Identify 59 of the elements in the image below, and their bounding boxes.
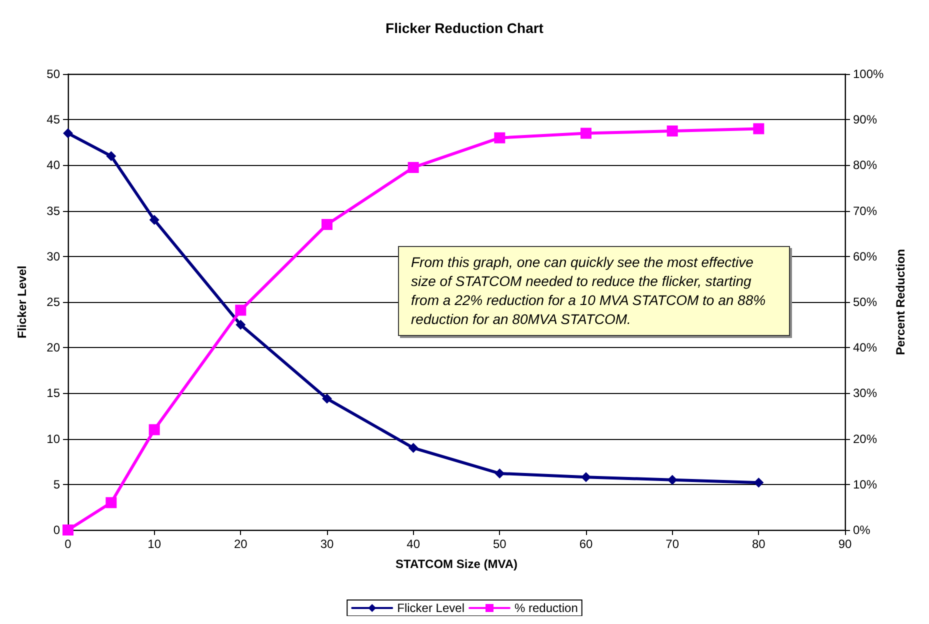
legend-label: Flicker Level <box>397 601 464 615</box>
y2-tick-label: 60% <box>853 249 878 264</box>
point <box>667 474 678 485</box>
y2-tick-label: 40% <box>853 340 878 355</box>
y2-tick-label: 70% <box>853 204 878 218</box>
x-tick-label: 70 <box>666 537 680 551</box>
y-tick-label: 15 <box>46 386 60 400</box>
point <box>148 424 160 436</box>
point <box>494 132 506 144</box>
x-tick-label: 80 <box>752 537 766 551</box>
chart-title: Flicker Reduction Chart <box>386 20 544 36</box>
y2-tick-label: 80% <box>853 158 878 172</box>
y-tick-label: 20 <box>46 340 60 355</box>
point <box>581 472 591 482</box>
y-tick-label: 0 <box>53 523 60 537</box>
y2-tick-label: 30% <box>853 386 878 400</box>
x-tick-label: 10 <box>148 537 162 551</box>
y2-tick-label: 10% <box>853 477 878 492</box>
x-tick-label: 0 <box>64 537 72 551</box>
x-axis-title: STATCOM Size (MVA) <box>396 557 518 571</box>
point <box>235 304 246 316</box>
point <box>408 162 419 173</box>
y-tick-label: 45 <box>46 112 60 127</box>
y2-tick-label: 20% <box>853 432 878 446</box>
y2-tick-label: 50% <box>853 295 878 309</box>
point <box>62 524 74 536</box>
point <box>106 151 116 162</box>
point <box>754 478 764 488</box>
point <box>666 126 678 136</box>
y2-axis-title: Percent Reduction <box>894 248 908 356</box>
point <box>63 128 73 138</box>
point <box>106 497 117 508</box>
x-tick-label: 90 <box>838 537 852 551</box>
x-tick-label: 20 <box>234 537 248 551</box>
x-tick-label: 40 <box>406 537 420 551</box>
y2-tick-label: 0% <box>853 523 871 537</box>
y-tick-label: 25 <box>46 295 60 309</box>
y-tick-label: 30 <box>46 249 60 264</box>
point <box>236 320 246 330</box>
point <box>408 442 418 453</box>
x-tick-label: 30 <box>320 537 334 551</box>
point <box>494 468 505 478</box>
y-tick-label: 40 <box>46 158 60 172</box>
legend-label: % reduction <box>514 601 578 615</box>
note-box: From this graph, one can quickly see the most effective size of STATCOM needed to reduce the flicker, starting from a 22% reduction for a 10 MVA STATCOM to an 88% reduction for an 80MVA STATCOM. <box>398 246 790 336</box>
y-tick-label: 10 <box>46 432 60 446</box>
y-axis-title: Flicker Level <box>15 266 29 338</box>
y2-tick-label: 90% <box>853 112 878 127</box>
point <box>149 214 160 225</box>
y-tick-label: 5 <box>53 477 60 492</box>
point <box>580 128 592 139</box>
x-tick-label: 50 <box>492 537 507 551</box>
x-tick-label: 60 <box>579 537 593 551</box>
point <box>322 218 332 230</box>
y-tick-label: 35 <box>46 204 60 218</box>
y2-tick-label: 100% <box>853 67 884 81</box>
y-tick-label: 50 <box>46 67 60 81</box>
point <box>322 394 332 404</box>
point <box>753 123 764 134</box>
